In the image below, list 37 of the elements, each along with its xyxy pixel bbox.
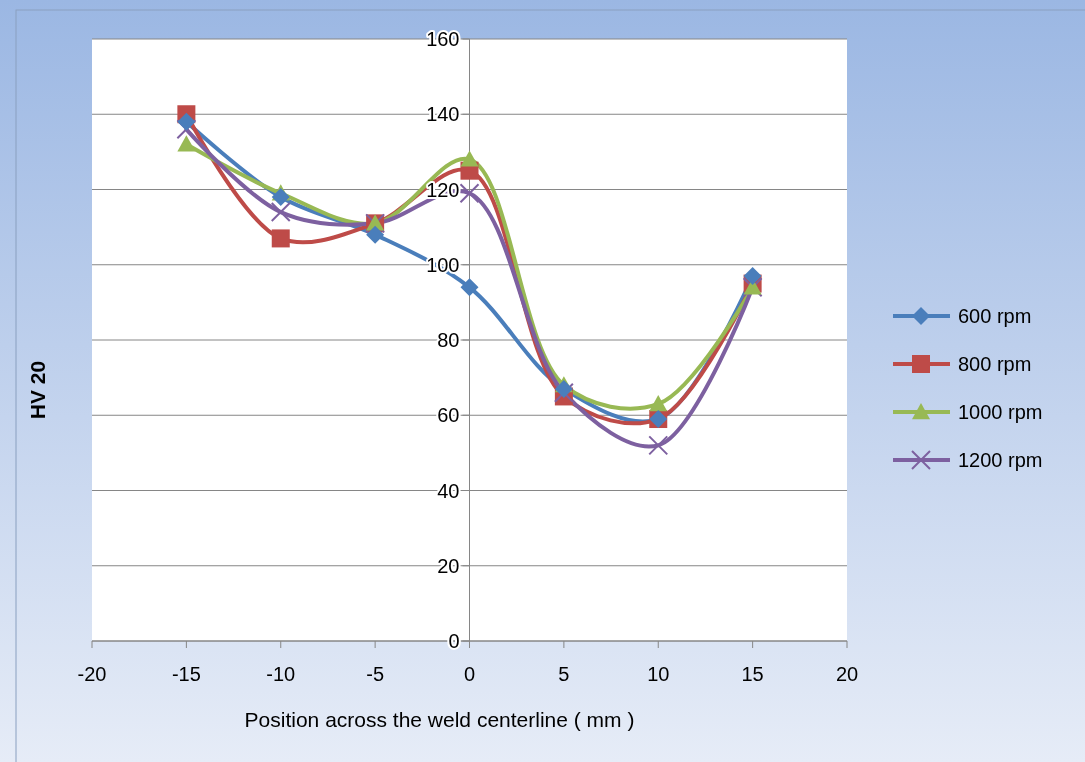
legend-label: 1000 rpm: [958, 401, 1043, 423]
point: [271, 229, 290, 248]
point: [271, 188, 290, 207]
y-axis-title: HV 20: [26, 360, 49, 420]
point: [460, 150, 479, 167]
legend-label: 1200 rpm: [958, 449, 1043, 471]
legend-label: 800 rpm: [958, 353, 1032, 375]
point: [553, 382, 574, 403]
y-tick-label: 0: [448, 630, 460, 652]
x-tick-label: -10: [266, 663, 296, 685]
point: [648, 435, 669, 456]
y-tick-label: 40: [437, 479, 460, 502]
x-tick-label: 0: [463, 663, 476, 685]
point: [649, 394, 668, 412]
point: [459, 183, 480, 204]
point: [270, 202, 291, 223]
y-tick-label: 80: [437, 329, 460, 351]
point: [177, 112, 196, 131]
legend-label: 600 rpm: [958, 305, 1032, 327]
x-tick-label: -15: [171, 663, 201, 685]
x-axis-title: Position across the weld centerline ( mm ): [244, 708, 635, 731]
x-tick-label: -20: [77, 663, 107, 685]
x-tick-label: 10: [647, 663, 670, 685]
point: [743, 267, 762, 286]
x-tick-label: 5: [558, 663, 570, 685]
y-tick-label: 20: [437, 554, 460, 577]
x-tick-label: -5: [366, 663, 385, 685]
x-tick-label: 15: [741, 663, 764, 685]
point: [177, 135, 196, 152]
y-tick-label: 160: [426, 28, 460, 50]
y-tick-label: 60: [437, 404, 460, 427]
point: [554, 379, 573, 398]
point: [176, 119, 197, 140]
x-tick-label: 20: [835, 663, 859, 685]
y-tick-label: 140: [426, 103, 460, 126]
point: [460, 278, 479, 297]
point: [366, 225, 385, 244]
